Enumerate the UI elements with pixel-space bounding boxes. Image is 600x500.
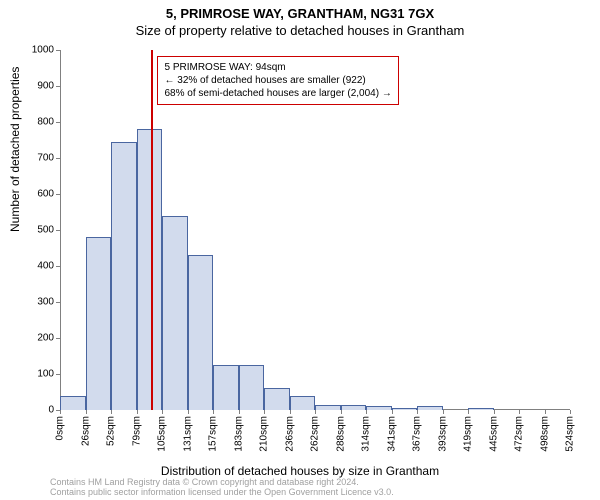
y-tick-label: 700 xyxy=(37,153,54,164)
x-tick-mark xyxy=(392,410,393,414)
y-tick-mark xyxy=(56,374,60,375)
y-tick-label: 1000 xyxy=(32,45,54,56)
y-tick-mark xyxy=(56,50,60,51)
x-tick-mark xyxy=(213,410,214,414)
x-tick-mark xyxy=(290,410,291,414)
annotation-line: 68% of semi-detached houses are larger (… xyxy=(164,87,391,100)
x-tick-mark xyxy=(570,410,571,414)
footnote: Contains HM Land Registry data © Crown c… xyxy=(50,478,394,498)
y-tick-label: 0 xyxy=(48,405,54,416)
x-tick-label: 445sqm xyxy=(488,416,499,452)
y-axis-line xyxy=(60,50,61,410)
histogram-bar xyxy=(341,405,367,410)
x-tick-mark xyxy=(443,410,444,414)
x-tick-mark xyxy=(111,410,112,414)
x-tick-mark xyxy=(60,410,61,414)
x-tick-label: 288sqm xyxy=(335,416,346,452)
x-tick-label: 0sqm xyxy=(55,416,66,440)
x-tick-label: 157sqm xyxy=(208,416,219,452)
y-tick-label: 600 xyxy=(37,189,54,200)
x-tick-label: 341sqm xyxy=(386,416,397,452)
histogram-bar xyxy=(366,406,392,410)
annotation-box: 5 PRIMROSE WAY: 94sqm← 32% of detached h… xyxy=(157,56,398,105)
annotation-line: 5 PRIMROSE WAY: 94sqm xyxy=(164,61,391,74)
y-tick-mark xyxy=(56,86,60,87)
histogram-bar xyxy=(392,408,418,410)
y-tick-mark xyxy=(56,302,60,303)
x-tick-label: 393sqm xyxy=(437,416,448,452)
x-tick-label: 314sqm xyxy=(361,416,372,452)
y-tick-label: 200 xyxy=(37,333,54,344)
histogram-bar xyxy=(137,129,163,410)
y-tick-label: 800 xyxy=(37,117,54,128)
x-tick-mark xyxy=(494,410,495,414)
x-tick-mark xyxy=(341,410,342,414)
x-tick-label: 52sqm xyxy=(106,416,117,446)
y-tick-mark xyxy=(56,338,60,339)
annotation-line: ← 32% of detached houses are smaller (92… xyxy=(164,74,391,87)
histogram-bar xyxy=(213,365,239,410)
x-tick-mark xyxy=(137,410,138,414)
x-tick-label: 210sqm xyxy=(259,416,270,452)
x-tick-label: 131sqm xyxy=(182,416,193,452)
y-tick-label: 100 xyxy=(37,369,54,380)
x-tick-label: 236sqm xyxy=(284,416,295,452)
histogram-bar xyxy=(417,406,443,410)
property-marker-line xyxy=(151,50,153,410)
x-tick-mark xyxy=(545,410,546,414)
x-tick-mark xyxy=(417,410,418,414)
x-tick-mark xyxy=(264,410,265,414)
x-tick-mark xyxy=(239,410,240,414)
y-tick-mark xyxy=(56,194,60,195)
x-tick-mark xyxy=(315,410,316,414)
page-title: 5, PRIMROSE WAY, GRANTHAM, NG31 7GX xyxy=(0,0,600,21)
histogram-bar xyxy=(188,255,214,410)
page-subtitle: Size of property relative to detached ho… xyxy=(0,21,600,38)
x-tick-label: 262sqm xyxy=(310,416,321,452)
x-tick-label: 472sqm xyxy=(514,416,525,452)
histogram-bar xyxy=(239,365,265,410)
x-tick-mark xyxy=(468,410,469,414)
histogram-bar xyxy=(264,388,290,410)
x-tick-label: 367sqm xyxy=(412,416,423,452)
y-tick-mark xyxy=(56,158,60,159)
x-tick-label: 419sqm xyxy=(463,416,474,452)
x-axis-label: Distribution of detached houses by size … xyxy=(0,464,600,478)
x-tick-label: 498sqm xyxy=(539,416,550,452)
y-tick-label: 900 xyxy=(37,81,54,92)
y-tick-mark xyxy=(56,266,60,267)
y-tick-mark xyxy=(56,230,60,231)
footnote-line-2: Contains public sector information licen… xyxy=(50,488,394,498)
x-tick-mark xyxy=(86,410,87,414)
y-axis-label: Number of detached properties xyxy=(8,67,22,232)
y-tick-label: 500 xyxy=(37,225,54,236)
x-tick-mark xyxy=(366,410,367,414)
y-tick-label: 300 xyxy=(37,297,54,308)
histogram-bar xyxy=(60,396,86,410)
x-tick-label: 79sqm xyxy=(131,416,142,446)
histogram-bar xyxy=(86,237,112,410)
histogram-bar xyxy=(111,142,137,410)
x-tick-mark xyxy=(162,410,163,414)
histogram-plot: 010020030040050060070080090010000sqm26sq… xyxy=(60,50,570,410)
x-tick-label: 105sqm xyxy=(157,416,168,452)
x-tick-label: 183sqm xyxy=(233,416,244,452)
y-tick-label: 400 xyxy=(37,261,54,272)
x-tick-mark xyxy=(519,410,520,414)
x-tick-label: 524sqm xyxy=(565,416,576,452)
histogram-bar xyxy=(468,408,494,410)
y-tick-mark xyxy=(56,122,60,123)
x-tick-label: 26sqm xyxy=(80,416,91,446)
histogram-bar xyxy=(315,405,341,410)
histogram-bar xyxy=(290,396,316,410)
x-tick-mark xyxy=(188,410,189,414)
histogram-bar xyxy=(162,216,188,410)
